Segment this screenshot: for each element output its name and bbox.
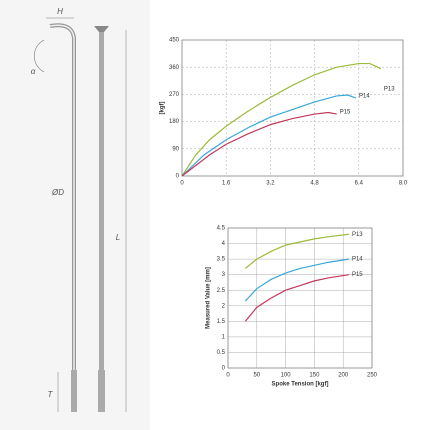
- spoke-drawing: H α ØD L T: [0, 0, 150, 430]
- angle-arc: [33, 39, 45, 73]
- x-tick-label: 250: [367, 373, 378, 379]
- label-d: ØD: [51, 188, 64, 197]
- y-tick-label: 450: [169, 38, 180, 44]
- y-tick-label: 4.5: [217, 226, 226, 232]
- x-tick-label: 8.0: [399, 181, 408, 187]
- y-axis-label: Measured Value [mm]: [206, 267, 212, 329]
- spoke-head: [94, 26, 109, 32]
- spoke-bent-hl: [49, 24, 75, 370]
- line: [244, 258, 350, 302]
- x-tick-label: 150: [309, 373, 320, 379]
- thread: [98, 370, 105, 412]
- x-tick-label: 1.6: [222, 181, 231, 187]
- y-tick-label: 180: [169, 119, 180, 125]
- series-label: P15: [340, 110, 351, 116]
- y-tick-label: 270: [169, 92, 180, 98]
- line: [244, 274, 350, 322]
- y-tick-label: 3: [222, 272, 226, 278]
- y-tick-label: 2.5: [217, 288, 226, 294]
- x-axis-label: Spoke Tension [kgf]: [272, 382, 329, 388]
- spoke-straight: [99, 30, 104, 370]
- label-t: T: [48, 390, 54, 399]
- series-label: P15: [352, 272, 363, 278]
- y-tick-label: 0.5: [217, 350, 226, 356]
- series-label: P13: [352, 232, 363, 238]
- y-tick-label: 360: [169, 65, 180, 71]
- y-tick-label: 2: [222, 303, 226, 309]
- x-tick-label: 0: [226, 373, 230, 379]
- label-alpha: α: [31, 67, 36, 76]
- x-tick-label: 0: [180, 181, 184, 187]
- x-tick-label: 3.2: [266, 181, 275, 187]
- y-tick-label: 4: [222, 241, 226, 247]
- plot-area: [227, 227, 373, 369]
- series-label: P14: [359, 94, 370, 100]
- line: [244, 233, 350, 269]
- line: [181, 94, 357, 177]
- series-label: P14: [352, 257, 363, 263]
- y-tick-label: 0: [176, 174, 180, 180]
- line: [181, 62, 382, 177]
- y-tick-label: 0: [222, 366, 226, 372]
- y-tick-label: 90: [172, 146, 179, 152]
- label-l: L: [116, 233, 120, 242]
- x-tick-label: 200: [338, 373, 349, 379]
- series-label: P13: [384, 86, 395, 92]
- y-axis-label: [kgf]: [160, 102, 166, 115]
- line: [181, 111, 337, 177]
- x-tick-label: 4.8: [310, 181, 319, 187]
- x-tick-label: 100: [281, 373, 292, 379]
- y-tick-label: 1.5: [217, 319, 226, 325]
- x-tick-label: 6.4: [355, 181, 364, 187]
- y-tick-label: 3.5: [217, 257, 226, 263]
- y-tick-label: 1: [222, 334, 226, 340]
- thread: [71, 370, 77, 412]
- label-h: H: [57, 7, 63, 16]
- x-tick-label: 50: [253, 373, 260, 379]
- plot-area: [181, 39, 404, 177]
